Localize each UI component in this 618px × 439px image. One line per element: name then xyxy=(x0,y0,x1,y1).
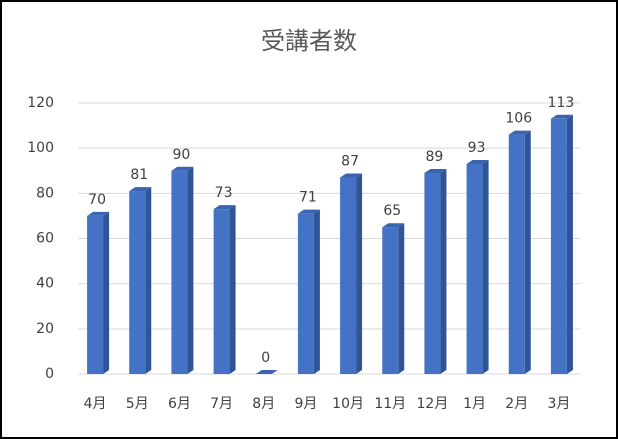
bar-top xyxy=(424,169,447,174)
bar-side xyxy=(440,169,447,374)
x-tick-label: 8月 xyxy=(252,396,275,412)
bar-top xyxy=(508,130,531,135)
bar xyxy=(87,215,104,374)
chart-title: 受講者数 xyxy=(261,27,357,55)
data-label: 90 xyxy=(173,147,191,163)
x-tick-label: 10月 xyxy=(332,396,364,412)
x-tick-label: 12月 xyxy=(417,396,449,412)
bar-top xyxy=(550,114,573,119)
data-label: 73 xyxy=(215,185,233,201)
bar-top xyxy=(340,173,363,178)
x-tick-label: 9月 xyxy=(294,396,317,412)
bar-top xyxy=(382,223,405,228)
bar-top xyxy=(129,187,152,192)
y-tick-label: 120 xyxy=(27,95,54,111)
data-label: 71 xyxy=(299,190,317,206)
bar-side xyxy=(313,209,320,374)
bar xyxy=(508,134,525,374)
bar xyxy=(171,170,188,374)
x-tick-label: 7月 xyxy=(210,396,233,412)
x-tick-label: 1月 xyxy=(463,396,486,412)
data-label: 89 xyxy=(426,149,444,165)
data-label: 81 xyxy=(130,167,148,183)
x-tick-label: 4月 xyxy=(84,396,107,412)
bar-side xyxy=(145,187,152,374)
bar-side xyxy=(482,159,489,374)
data-label: 0 xyxy=(261,350,270,366)
bar-side xyxy=(524,130,531,374)
y-tick-label: 20 xyxy=(36,321,54,337)
data-label: 65 xyxy=(383,203,401,219)
bar xyxy=(550,118,567,374)
bar-side xyxy=(187,166,194,374)
bar-top xyxy=(466,159,489,164)
bar-top xyxy=(297,209,320,214)
bar xyxy=(466,163,483,374)
bar-top xyxy=(213,205,236,210)
bar-side xyxy=(566,114,573,374)
y-tick-label: 40 xyxy=(36,276,54,292)
data-label: 93 xyxy=(468,140,486,156)
x-tick-label: 5月 xyxy=(126,396,149,412)
y-tick-label: 80 xyxy=(36,185,54,201)
bar-top xyxy=(87,211,110,216)
data-label: 70 xyxy=(88,192,106,208)
bar-top xyxy=(255,370,278,374)
bar-side xyxy=(398,223,405,374)
x-tick-label: 3月 xyxy=(547,396,570,412)
bar-top xyxy=(171,166,194,171)
y-tick-label: 100 xyxy=(27,140,54,156)
x-tick-label: 11月 xyxy=(374,396,406,412)
bar xyxy=(129,191,146,374)
bar xyxy=(340,177,357,374)
bar-side xyxy=(229,205,236,374)
data-label: 87 xyxy=(341,154,359,170)
x-tick-label: 2月 xyxy=(505,396,528,412)
x-tick-label: 6月 xyxy=(168,396,191,412)
y-tick-label: 0 xyxy=(45,366,54,382)
bar xyxy=(213,209,230,374)
data-label: 106 xyxy=(505,111,532,127)
bar xyxy=(297,213,314,374)
bar xyxy=(424,173,441,374)
data-label: 113 xyxy=(548,95,575,111)
bar-side xyxy=(103,211,110,374)
y-tick-label: 60 xyxy=(36,231,54,247)
bar xyxy=(382,227,399,374)
bar-side xyxy=(356,173,363,374)
